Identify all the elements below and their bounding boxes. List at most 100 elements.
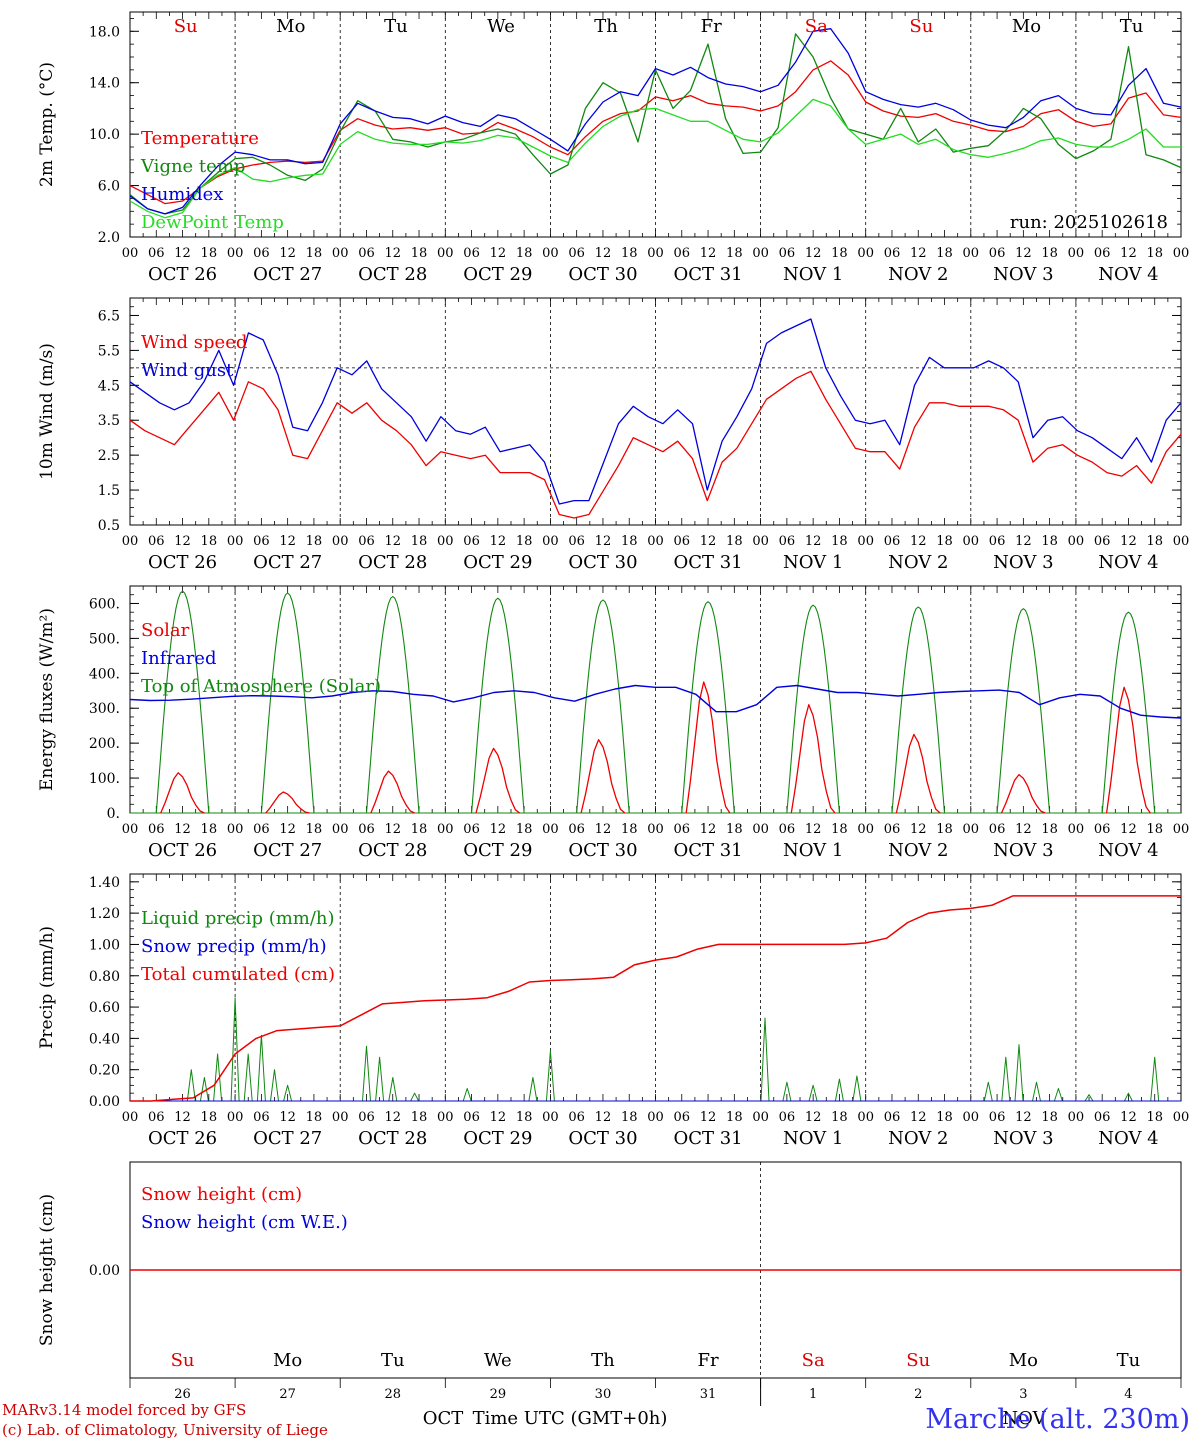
- y-tick-label: 0.5: [98, 518, 120, 534]
- y-tick-label: 0.20: [89, 1063, 120, 1079]
- hour-tick-label: 12: [279, 246, 296, 261]
- hour-tick-label: 12: [700, 534, 717, 549]
- month-label-oct: OCT: [423, 1408, 464, 1429]
- hour-tick-label: 06: [568, 534, 585, 549]
- hour-tick-label: 06: [358, 534, 375, 549]
- y-tick-label: 1.00: [89, 937, 120, 953]
- hour-tick-label: 00: [437, 1110, 454, 1125]
- run-label: run: 2025102618: [1010, 212, 1168, 233]
- toa-solar-line: [786, 604, 840, 814]
- day-number-label: 29: [490, 1387, 507, 1402]
- date-label: NOV 3: [993, 1128, 1053, 1149]
- legend-entry: Wind speed: [141, 332, 247, 353]
- hour-tick-label: 18: [831, 246, 848, 261]
- hour-tick-label: 06: [779, 822, 796, 837]
- date-label: NOV 1: [783, 1128, 843, 1149]
- date-label: OCT 31: [673, 552, 742, 573]
- date-label: OCT 30: [568, 1128, 637, 1149]
- weekday-label: Su: [909, 16, 933, 37]
- date-label: OCT 30: [568, 552, 637, 573]
- hour-tick-label: 06: [1094, 246, 1111, 261]
- legend-entry: Snow height (cm): [141, 1184, 302, 1205]
- hour-tick-label: 12: [1015, 246, 1032, 261]
- hour-tick-label: 06: [1094, 822, 1111, 837]
- weekday-label: Tu: [1120, 16, 1144, 37]
- hour-tick-label: 00: [122, 822, 139, 837]
- hour-tick-label: 12: [595, 246, 612, 261]
- legend-entry: Snow precip (mm/h): [141, 936, 327, 957]
- hour-tick-label: 12: [384, 246, 401, 261]
- date-label: NOV 3: [993, 264, 1053, 285]
- hour-tick-label: 06: [989, 1110, 1006, 1125]
- hour-tick-label: 18: [936, 534, 953, 549]
- hour-tick-label: 06: [463, 1110, 480, 1125]
- hour-tick-label: 12: [279, 534, 296, 549]
- date-label: OCT 28: [358, 840, 427, 861]
- hour-tick-label: 06: [358, 1110, 375, 1125]
- hour-tick-label: 06: [148, 534, 165, 549]
- hour-tick-label: 12: [174, 1110, 191, 1125]
- hour-tick-label: 00: [332, 1110, 349, 1125]
- panel-frame-temp: [129, 11, 1182, 238]
- date-label: OCT 26: [148, 1128, 217, 1149]
- y-tick-label: 10.0: [89, 127, 120, 143]
- weekday-label-bottom: Th: [591, 1350, 615, 1371]
- solar-line: [685, 681, 731, 814]
- date-label: OCT 29: [463, 1128, 532, 1149]
- date-label: OCT 28: [358, 264, 427, 285]
- date-label: OCT 31: [673, 264, 742, 285]
- hour-tick-label: 00: [122, 1110, 139, 1125]
- hour-tick-label: 06: [148, 246, 165, 261]
- date-label: OCT 26: [148, 264, 217, 285]
- legend-entry: Top of Atmosphere (Solar): [141, 676, 381, 697]
- hour-tick-label: 00: [437, 534, 454, 549]
- hour-tick-label: 00: [332, 534, 349, 549]
- hour-tick-label: 06: [253, 822, 270, 837]
- toa-solar-line: [1101, 611, 1156, 814]
- hour-tick-label: 00: [647, 822, 664, 837]
- hour-tick-label: 18: [936, 246, 953, 261]
- hour-tick-label: 06: [884, 246, 901, 261]
- hour-tick-label: 06: [463, 534, 480, 549]
- credit-line-1: MARv3.14 model forced by GFS: [2, 1401, 246, 1419]
- weekday-label-bottom: Mo: [273, 1350, 302, 1371]
- hour-tick-label: 00: [963, 246, 980, 261]
- hour-tick-label: 06: [779, 534, 796, 549]
- hour-tick-label: 00: [857, 534, 874, 549]
- hour-tick-label: 18: [306, 246, 323, 261]
- weekday-label-bottom: We: [484, 1350, 512, 1371]
- hour-tick-label: 00: [542, 822, 559, 837]
- hour-tick-label: 00: [122, 534, 139, 549]
- hour-tick-label: 18: [726, 1110, 743, 1125]
- solar-line: [475, 747, 521, 814]
- hour-tick-label: 00: [857, 1110, 874, 1125]
- hour-tick-label: 18: [621, 1110, 638, 1125]
- series-line-temp: [129, 28, 1182, 215]
- y-tick-label: 1.40: [89, 875, 120, 891]
- y-tick-label: 18.0: [89, 24, 120, 40]
- toa-solar-line: [891, 606, 946, 814]
- hour-tick-label: 00: [1173, 1110, 1190, 1125]
- date-label: OCT 26: [148, 840, 217, 861]
- weekday-label-bottom: Mo: [1009, 1350, 1038, 1371]
- toa-solar-line: [260, 592, 315, 814]
- date-label: OCT 27: [253, 552, 322, 573]
- hour-tick-label: 12: [279, 822, 296, 837]
- y-axis-title: Snow height (cm): [37, 1194, 57, 1346]
- date-label: NOV 2: [888, 840, 948, 861]
- hour-tick-label: 12: [1120, 822, 1137, 837]
- hour-tick-label: 12: [805, 822, 822, 837]
- toa-solar-line: [365, 595, 420, 814]
- weekday-label-bottom: Tu: [1117, 1350, 1141, 1371]
- hour-tick-label: 00: [1068, 534, 1085, 549]
- hour-tick-label: 12: [910, 822, 927, 837]
- hour-tick-label: 12: [595, 822, 612, 837]
- toa-solar-line: [471, 597, 525, 814]
- toa-solar-line: [681, 601, 735, 814]
- hour-tick-label: 18: [411, 246, 428, 261]
- hour-tick-label: 18: [621, 246, 638, 261]
- hour-tick-label: 12: [1120, 1110, 1137, 1125]
- y-tick-label: 6.5: [98, 308, 120, 324]
- hour-tick-label: 06: [779, 246, 796, 261]
